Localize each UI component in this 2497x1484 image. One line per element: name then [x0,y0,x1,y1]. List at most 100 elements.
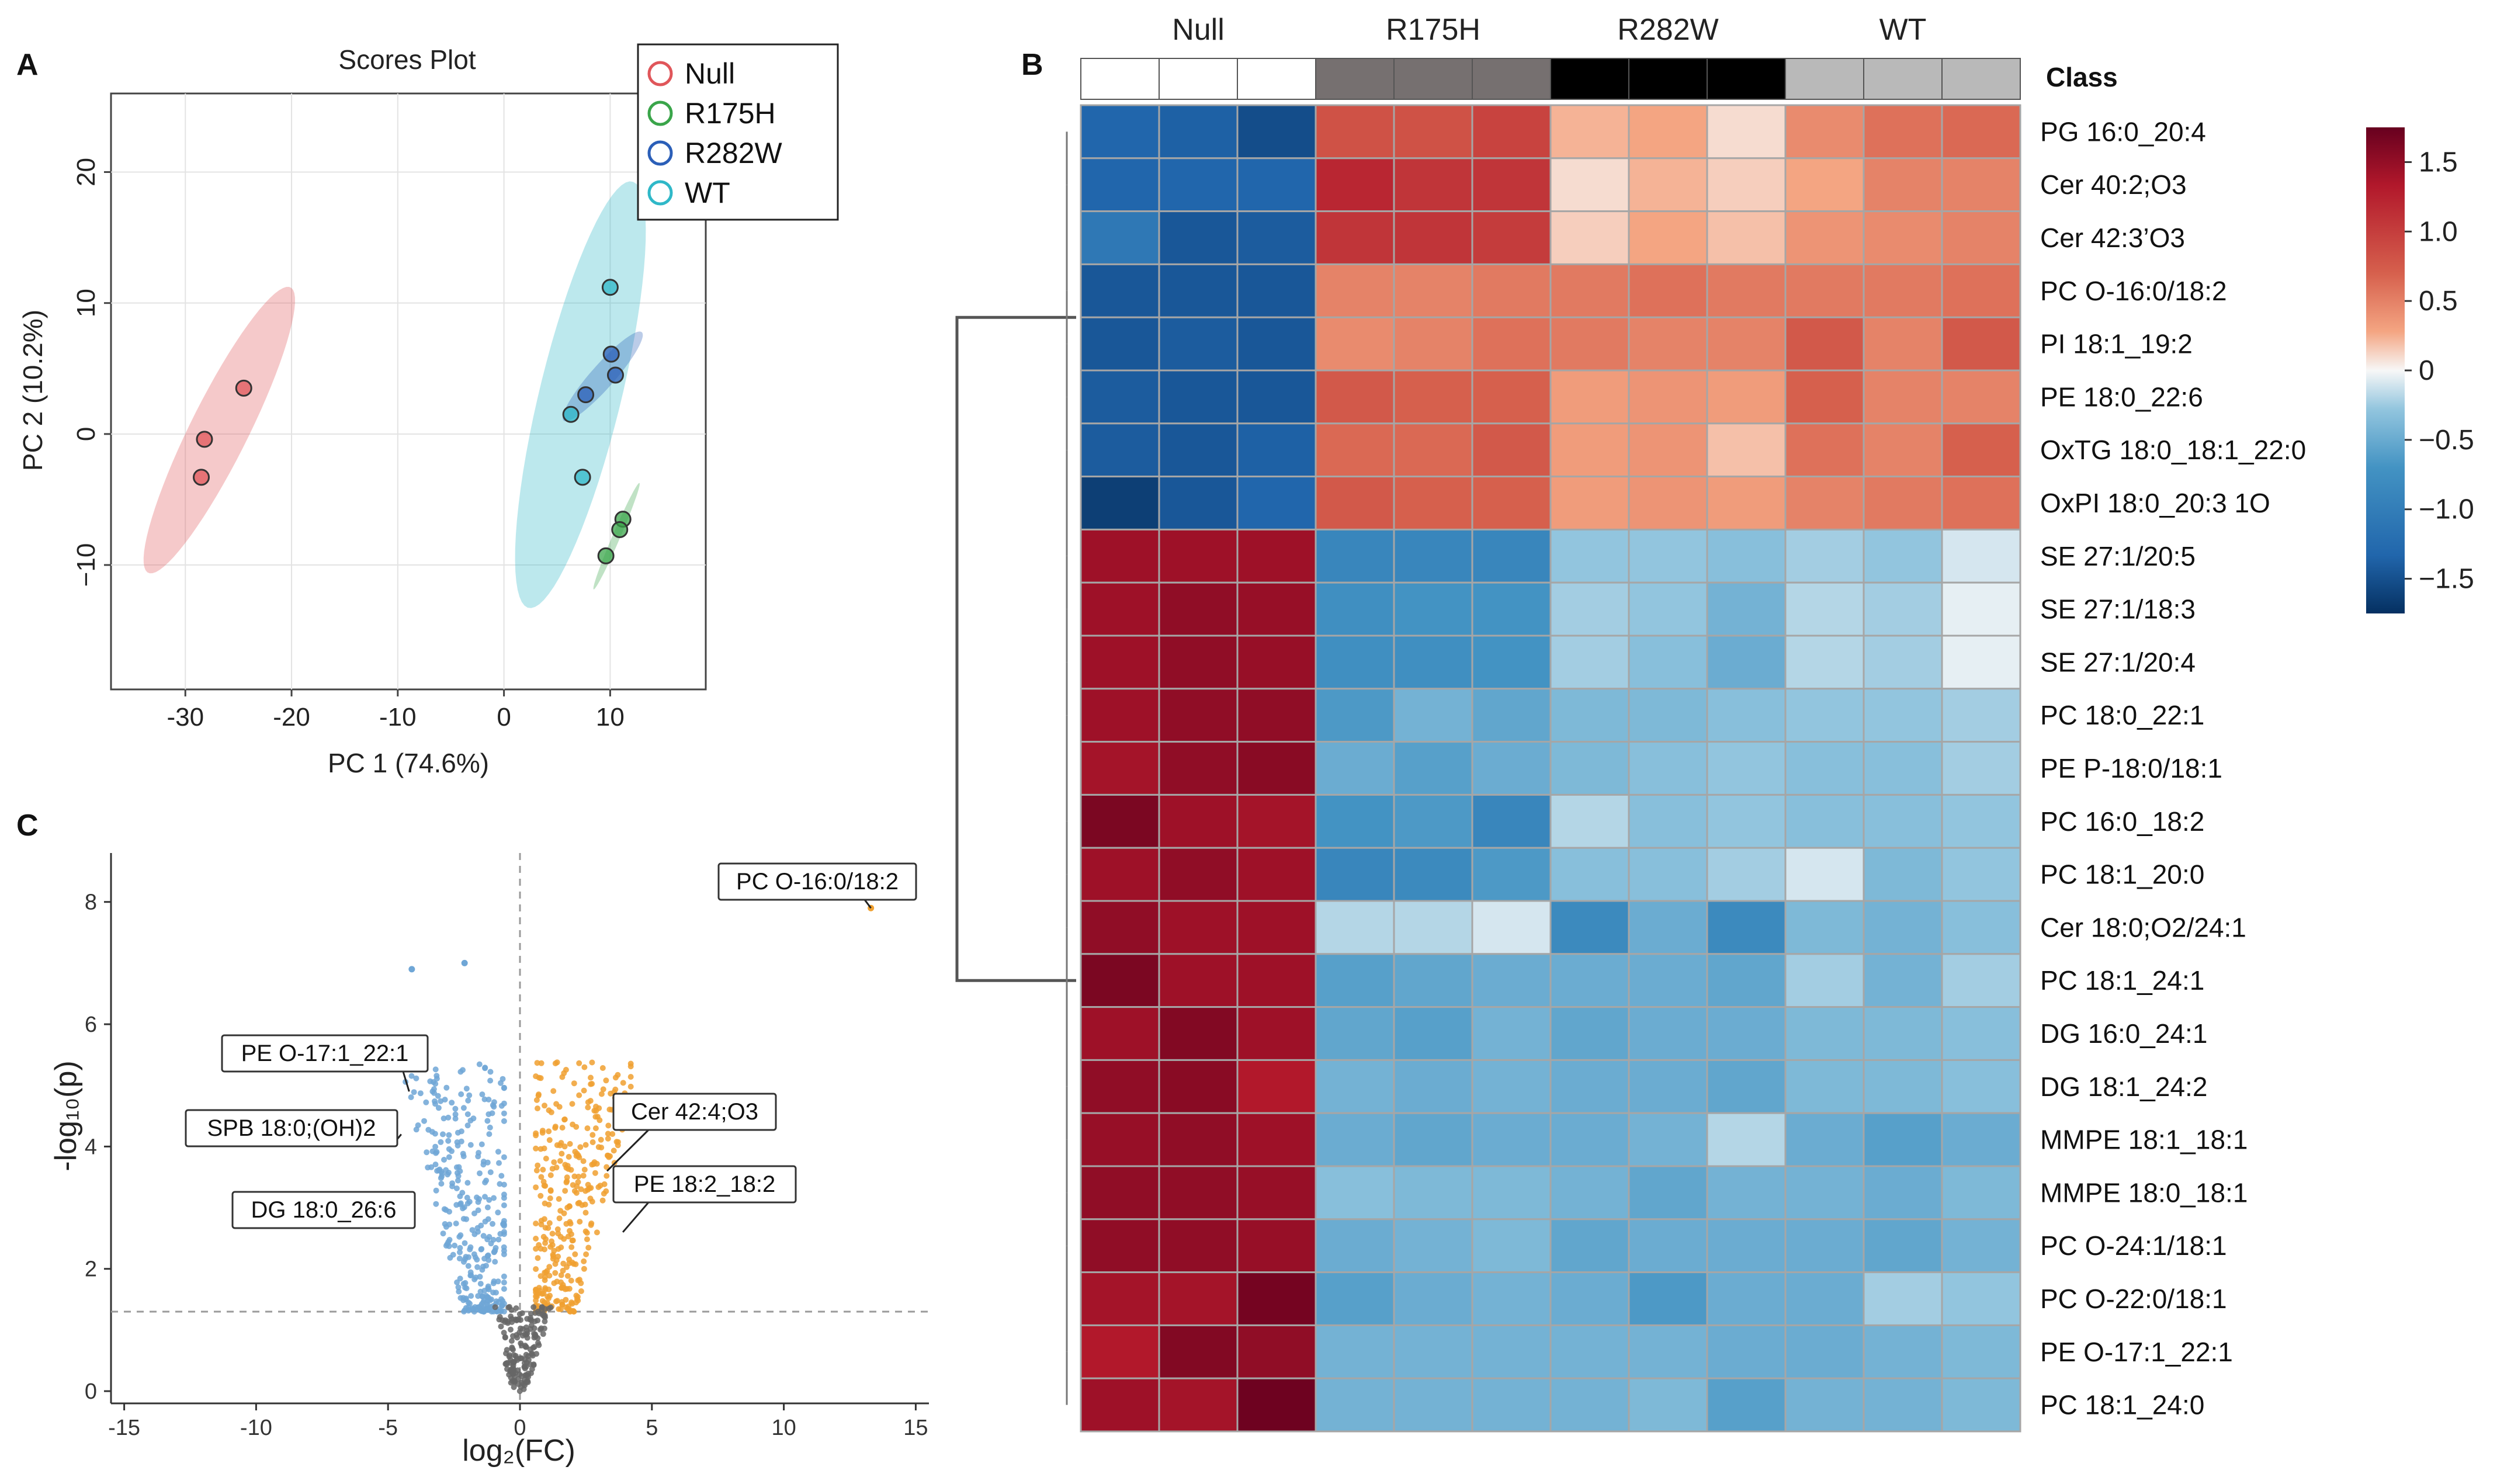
volcano-point-up [567,1140,573,1147]
volcano-point-up [551,1247,557,1254]
volcano-point-up [533,1132,539,1139]
volcano-point-down [497,1230,504,1237]
heatmap-cell [1080,1165,1160,1221]
volcano-point-down [467,1301,473,1307]
heatmap-cell [1471,1271,1552,1326]
volcano-point-up [589,1059,595,1066]
volcano-point-up [533,1097,540,1103]
heatmap-cell [1236,1165,1317,1221]
volcano-point-down [495,1278,501,1285]
volcano-point-down [478,1141,485,1147]
volcano-point-down [481,1256,488,1262]
volcano-point-down [486,1131,493,1138]
class-cell [1550,58,1629,100]
volcano-point-up [573,1190,580,1196]
volcano-point-down [438,1139,444,1145]
heatmap-cell [1628,634,1708,690]
volcano-point-down [501,1244,507,1250]
heatmap-cell [1784,847,1865,902]
pca-y-tick-label: 20 [72,158,100,186]
volcano-point-up [569,1301,575,1307]
heatmap-cell [1236,1324,1317,1379]
volcano-point-down [449,1100,455,1106]
class-cell [1237,58,1316,100]
volcano-point-down [464,1111,471,1118]
volcano-point-down [482,1179,488,1185]
volcano-point-down [481,1288,488,1294]
heatmap-cell [1941,634,2021,690]
heatmap-cell [1236,1006,1317,1061]
volcano-point-down [452,1105,459,1112]
class-cell [1393,58,1473,100]
legend-label-wt: WT [685,176,730,209]
volcano-point-down [489,1110,495,1117]
heatmap-cell [1471,1059,1552,1114]
volcano-point-down [487,1169,494,1176]
volcano-point-down [445,1171,450,1178]
volcano-point-ns [535,1335,541,1341]
heatmap-cell [1471,157,1552,213]
heatmap-cell [1315,1324,1395,1379]
heatmap-cell [1080,1059,1160,1114]
volcano-point-up [584,1236,590,1243]
heatmap-cell [1236,688,1317,743]
heatmap-cell [1158,1324,1239,1379]
volcano-point-up [568,1277,574,1284]
heatmap-cell [1158,528,1239,584]
heatmap-cell [1706,263,1787,318]
pca-point-null [235,379,252,397]
volcano-point-down [433,1201,439,1207]
volcano-y-tick-label: 8 [85,890,97,915]
heatmap-cell [1393,528,1473,584]
heatmap-row-label: MMPE 18:1_18:1 [2040,1125,2248,1155]
volcano-point-up [538,1221,545,1228]
heatmap-cell [1628,1059,1708,1114]
volcano-point-down [463,1086,470,1092]
heatmap-cell [1393,263,1473,318]
heatmap-cell [1315,369,1395,425]
volcano-point-up [537,1273,544,1280]
volcano-point-down [457,1249,463,1256]
class-cell [1159,58,1238,100]
class-cell [1628,58,1708,100]
heatmap-cell [1158,422,1239,478]
heatmap-cell [1471,1218,1552,1274]
volcano-point-down [450,1251,456,1258]
pca-x-tick-label: -30 [167,703,204,731]
volcano-point-down [480,1293,486,1299]
volcano-point-down [446,1154,452,1160]
heatmap-cell [1863,157,1943,213]
pca-x-tick-label: -10 [379,703,417,731]
volcano-point-down [429,1148,436,1154]
heatmap-cell [1315,528,1395,584]
class-cell [1472,58,1551,100]
heatmap-row-label: PI 18:1_19:2 [2040,329,2193,359]
volcano-point-down [467,1269,474,1275]
heatmap-cell [1549,634,1630,690]
heatmap-cell [1080,900,1160,955]
heatmap-cell [1628,1377,1708,1433]
volcano-labels: PC O-16:0/18:2 PE O-17:1_22:1 SPB 18:0;(OH… [185,862,917,1233]
volcano-point-down [488,1240,494,1247]
volcano-point-up [553,1164,560,1171]
heatmap-cell [1080,369,1160,425]
panel-letter-b: B [1021,48,1043,82]
volcano-point-down [441,1115,447,1122]
heatmap-cell [1471,1165,1552,1221]
heatmap-cell [1236,369,1317,425]
volcano-point-up [573,1292,580,1299]
volcano-point-up [627,1074,634,1080]
volcano-label-leader [402,1071,410,1092]
volcano-point-down [417,1090,424,1097]
heatmap-cell [1236,581,1317,637]
heatmap-cell [1784,900,1865,955]
volcano-point-down [487,1077,494,1084]
volcano-point-up [584,1230,590,1236]
volcano-label-leader [863,899,872,909]
legend-label-null: Null [685,57,735,90]
volcano-point-down [457,1244,463,1251]
heatmap-cell [1236,1377,1317,1433]
volcano-point-down [455,1173,462,1179]
heatmap-cell [1393,1006,1473,1061]
volcano-point-up [578,1186,584,1192]
